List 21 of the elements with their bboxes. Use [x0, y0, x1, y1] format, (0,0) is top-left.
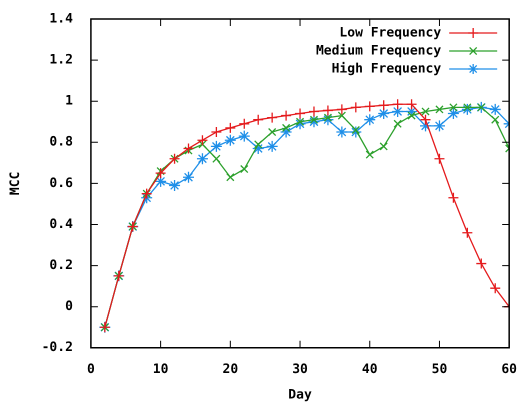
x-tick-label: 20: [222, 362, 238, 377]
y-tick-label: 1: [65, 94, 74, 109]
legend-label: Low Frequency: [339, 25, 442, 40]
x-axis-title: Day: [288, 388, 312, 403]
y-tick-label: -0.2: [42, 340, 73, 356]
x-tick-label: 0: [86, 362, 95, 377]
x-tick-label: 60: [501, 362, 518, 377]
y-axis-title: MCC: [8, 172, 24, 196]
y-tick-label: 1.4: [49, 11, 74, 26]
y-tick-label: 0.6: [49, 176, 74, 191]
x-tick-label: 30: [292, 362, 308, 377]
y-tick-label: 0.2: [49, 258, 73, 273]
y-tick-label: 0.4: [49, 216, 74, 232]
x-tick-label: 40: [362, 362, 378, 377]
y-tick-label: 1.2: [49, 52, 73, 68]
legend-label: Medium Frequency: [316, 43, 442, 58]
y-tick-label: 0.8: [49, 134, 74, 150]
x-tick-label: 50: [432, 362, 448, 377]
legend-label: High Frequency: [332, 61, 442, 76]
y-tick-label: 0: [65, 299, 74, 314]
x-tick-label: 10: [152, 362, 169, 377]
